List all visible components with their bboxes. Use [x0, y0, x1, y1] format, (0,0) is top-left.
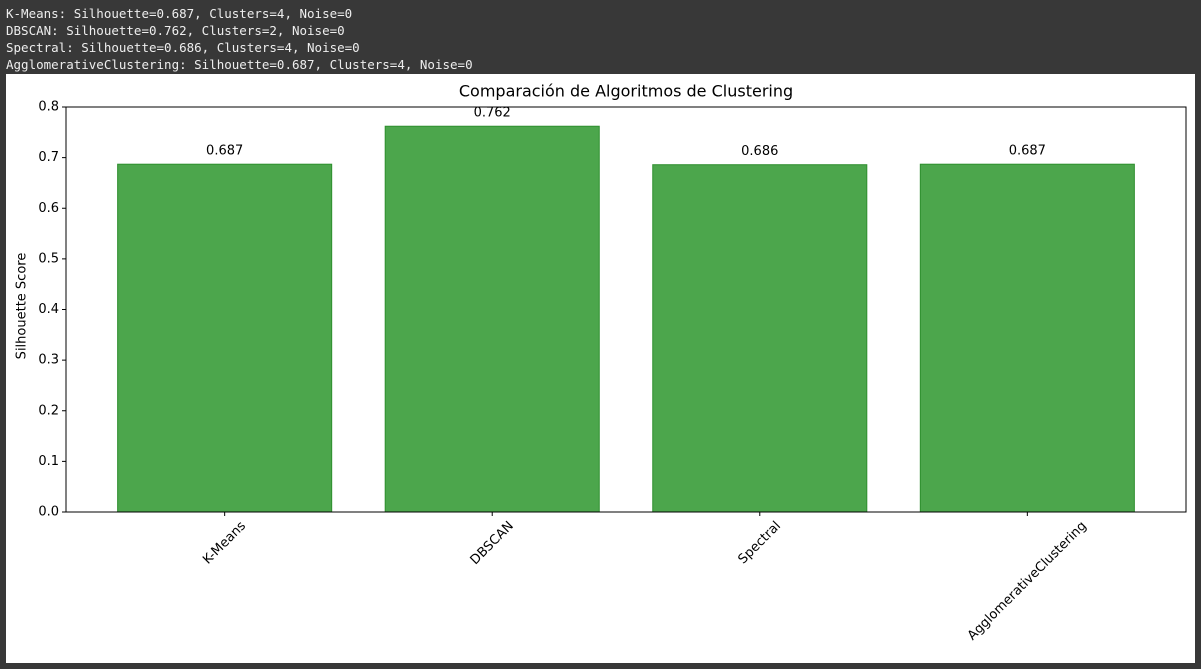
value-label: 0.687 [1009, 144, 1046, 159]
y-tick-label: 0.0 [38, 505, 59, 520]
x-tick-label: AgglomerativeClustering [965, 519, 1090, 644]
chart-title: Comparación de Algoritmos de Clustering [459, 82, 793, 101]
console-line: K-Means: Silhouette=0.687, Clusters=4, N… [6, 6, 353, 21]
y-tick-label: 0.1 [38, 454, 59, 469]
y-tick-label: 0.5 [38, 251, 59, 266]
y-tick-label: 0.7 [38, 150, 59, 165]
console-line: AgglomerativeClustering: Silhouette=0.68… [6, 57, 473, 72]
y-tick-label: 0.3 [38, 353, 59, 368]
x-tick-label: Spectral [736, 519, 785, 568]
bar [919, 163, 1135, 513]
bar [117, 163, 333, 513]
value-label: 0.762 [474, 106, 511, 121]
bar [384, 125, 600, 513]
console-line: DBSCAN: Silhouette=0.762, Clusters=2, No… [6, 23, 345, 38]
console-line: Spectral: Silhouette=0.686, Clusters=4, … [6, 40, 360, 55]
value-label: 0.687 [206, 144, 243, 159]
y-axis-label: Silhouette Score [15, 253, 30, 360]
bar [652, 164, 868, 513]
x-tick-label: DBSCAN [468, 519, 517, 568]
y-tick-label: 0.8 [38, 100, 59, 115]
chart: Comparación de Algoritmos de Clustering … [6, 74, 1195, 663]
y-tick-label: 0.2 [38, 403, 59, 418]
console-output: K-Means: Silhouette=0.687, Clusters=4, N… [6, 5, 473, 73]
value-label: 0.686 [741, 144, 778, 159]
y-tick-label: 0.4 [38, 302, 59, 317]
x-tick-label: K-Means [200, 518, 249, 567]
axes-frame [65, 106, 1187, 513]
y-tick-label: 0.6 [38, 201, 59, 216]
